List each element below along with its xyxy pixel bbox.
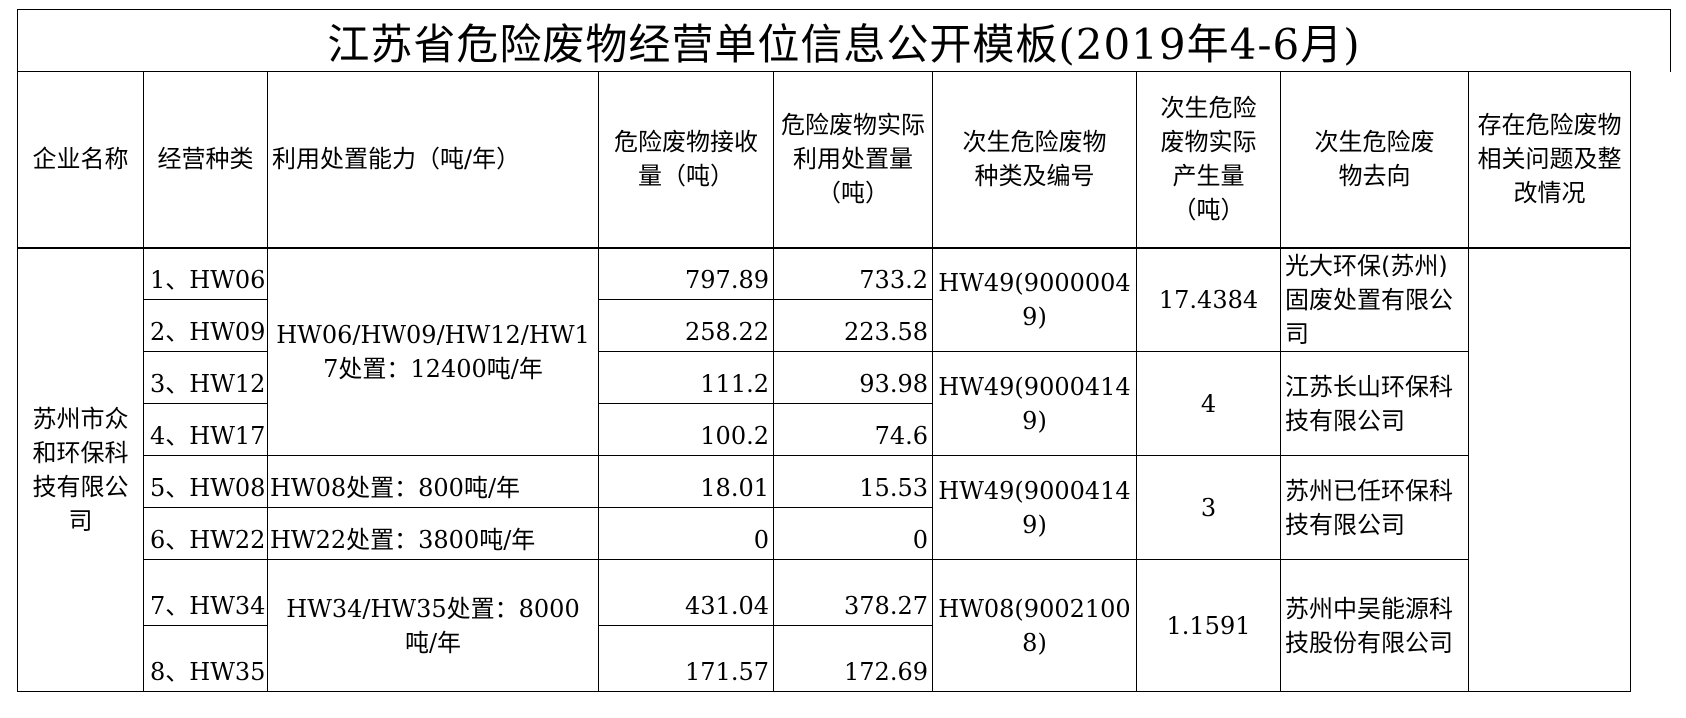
header-company: 企业名称 <box>17 71 144 249</box>
utilized-cell: 172.69 <box>773 625 933 692</box>
header-issues: 存在危险废物相关问题及整改情况 <box>1468 71 1631 249</box>
received-cell: 18.01 <box>598 455 774 508</box>
capacity-cell: HW06/HW09/HW12/HW17处置：12400吨/年 <box>267 247 599 456</box>
sheet-title: 江苏省危险废物经营单位信息公开模板(2019年4-6月) <box>17 9 1671 72</box>
received-cell: 100.2 <box>598 403 774 456</box>
header-row: 企业名称 经营种类 利用处置能力（吨/年） 危险废物接收量（吨） 危险废物实际利… <box>17 71 1631 249</box>
type-cell: 1、HW06 <box>143 247 268 300</box>
secondary-code-cell: HW49(90004149) <box>932 351 1137 456</box>
type-cell: 8、HW35 <box>143 625 268 692</box>
type-cell: 4、HW17 <box>143 403 268 456</box>
secondary-dest-cell: 苏州已任环保科技有限公司 <box>1280 455 1469 560</box>
secondary-amount-cell: 3 <box>1136 455 1281 560</box>
secondary-amount-cell: 17.4384 <box>1136 247 1281 352</box>
received-cell: 0 <box>598 507 774 560</box>
issues-cell <box>1468 247 1631 692</box>
header-utilized: 危险废物实际利用处置量（吨） <box>773 71 933 249</box>
received-cell: 797.89 <box>598 247 774 300</box>
type-cell: 3、HW12 <box>143 351 268 404</box>
secondary-dest-cell: 苏州中吴能源科技股份有限公司 <box>1280 559 1469 692</box>
type-cell: 2、HW09 <box>143 299 268 352</box>
utilized-cell: 378.27 <box>773 559 933 626</box>
type-cell: 7、HW34 <box>143 559 268 626</box>
capacity-cell: HW08处置：800吨/年 <box>267 455 599 508</box>
type-cell: 6、HW22 <box>143 507 268 560</box>
table-row: 7、HW34 HW34/HW35处置：8000吨/年 431.04 378.27… <box>18 559 1631 692</box>
utilized-cell: 15.53 <box>773 455 933 508</box>
secondary-dest-cell: 光大环保(苏州)固废处置有限公司 <box>1280 247 1469 352</box>
disclosure-table: 企业名称 经营种类 利用处置能力（吨/年） 危险废物接收量（吨） 危险废物实际利… <box>17 71 1631 692</box>
received-cell: 258.22 <box>598 299 774 352</box>
table-row: 8、HW35 171.57 172.69 <box>18 625 1631 692</box>
table-row: 6、HW22 HW22处置：3800吨/年 0 0 <box>18 507 1631 560</box>
received-cell: 171.57 <box>598 625 774 692</box>
header-secondary-amount: 次生危险废物实际产生量（吨） <box>1136 71 1281 249</box>
received-cell: 431.04 <box>598 559 774 626</box>
secondary-amount-cell: 4 <box>1136 351 1281 456</box>
secondary-amount-cell: 1.1591 <box>1136 559 1281 692</box>
capacity-cell: HW34/HW35处置：8000吨/年 <box>267 559 599 692</box>
utilized-cell: 74.6 <box>773 403 933 456</box>
header-type: 经营种类 <box>143 71 268 249</box>
secondary-code-cell: HW08(90021008) <box>932 559 1137 692</box>
secondary-code-cell: HW49(90004149) <box>932 455 1137 560</box>
secondary-dest-cell: 江苏长山环保科技有限公司 <box>1280 351 1469 456</box>
header-secondary-dest: 次生危险废物去向 <box>1280 71 1469 249</box>
company-name-cell: 苏州市众和环保科技有限公司 <box>17 247 144 692</box>
header-capacity: 利用处置能力（吨/年） <box>267 71 599 249</box>
secondary-code-cell: HW49(90000049) <box>932 247 1137 352</box>
table-row: 2、HW09 258.22 223.58 <box>18 299 1631 352</box>
received-cell: 111.2 <box>598 351 774 404</box>
type-cell: 5、HW08 <box>143 455 268 508</box>
table-row: 3、HW12 111.2 93.98 HW49(90004149) 4 江苏长山… <box>18 351 1631 456</box>
utilized-cell: 0 <box>773 507 933 560</box>
table-row: 5、HW08 HW08处置：800吨/年 18.01 15.53 HW49(90… <box>18 455 1631 560</box>
utilized-cell: 733.2 <box>773 247 933 300</box>
header-secondary-code: 次生危险废物种类及编号 <box>932 71 1137 249</box>
table-row: 苏州市众和环保科技有限公司 1、HW06 HW06/HW09/HW12/HW17… <box>17 247 1631 692</box>
utilized-cell: 93.98 <box>773 351 933 404</box>
utilized-cell: 223.58 <box>773 299 933 352</box>
header-received: 危险废物接收量（吨） <box>598 71 774 249</box>
capacity-cell: HW22处置：3800吨/年 <box>267 507 599 560</box>
